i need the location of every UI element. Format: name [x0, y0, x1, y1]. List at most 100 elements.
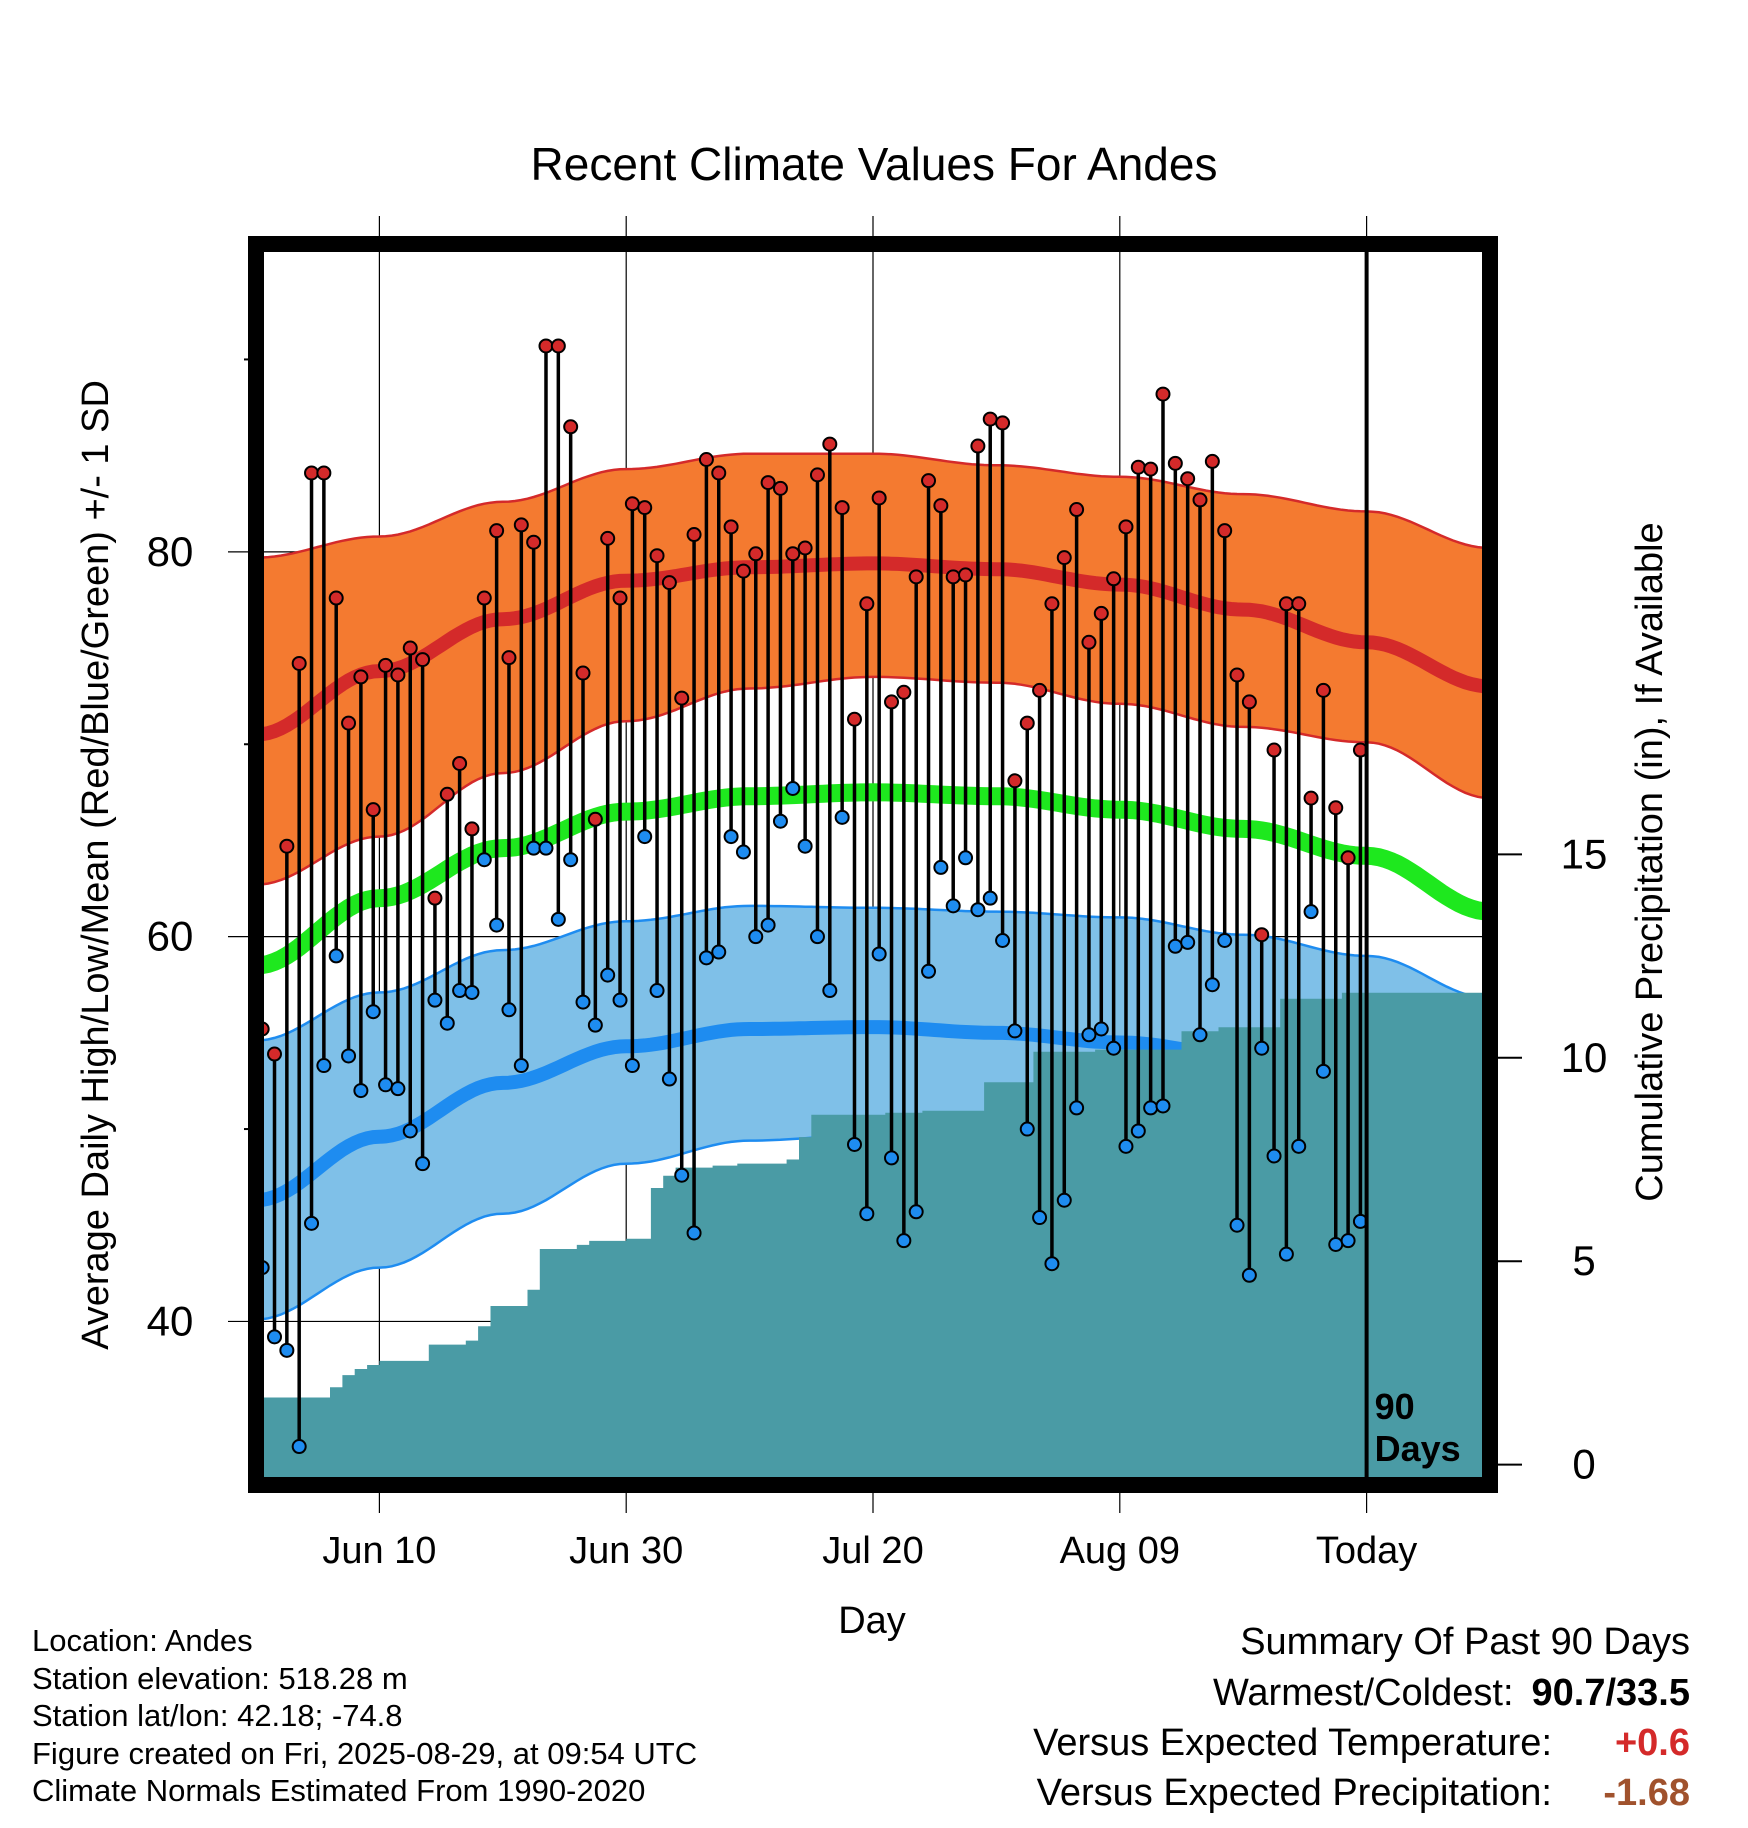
- low-point: [550, 911, 566, 927]
- high-point: [415, 652, 431, 668]
- low-point: [698, 950, 714, 966]
- low-point: [1081, 1027, 1097, 1043]
- high-point: [1032, 682, 1048, 698]
- low-point: [304, 1215, 320, 1231]
- warmest-coldest-value: 90.7/33.5: [1531, 1672, 1690, 1714]
- low-point: [1266, 1148, 1282, 1164]
- high-point: [575, 665, 591, 681]
- low-point: [1069, 1100, 1085, 1116]
- low-point: [402, 1123, 418, 1139]
- high-point: [1291, 596, 1307, 612]
- mean-normal-line: [255, 783, 1491, 975]
- precip-area: [256, 992, 1490, 1485]
- high-point: [748, 546, 764, 562]
- x-axis-title: Day: [838, 1600, 906, 1642]
- high-point: [1217, 523, 1233, 539]
- low-point: [365, 1004, 381, 1020]
- y2-tick-label-1: 5: [1572, 1237, 1595, 1284]
- high-point: [884, 694, 900, 710]
- created-text: Figure created on Fri, 2025-08-29, at 09…: [32, 1735, 698, 1771]
- high-point: [1118, 519, 1134, 535]
- low-point: [1019, 1121, 1035, 1137]
- low-point: [809, 929, 825, 945]
- high-point: [1167, 455, 1183, 471]
- high-point: [723, 519, 739, 535]
- low-point: [970, 902, 986, 918]
- low-point: [390, 1081, 406, 1097]
- high-point: [464, 821, 480, 837]
- high-point: [563, 419, 579, 435]
- high-point: [402, 640, 418, 656]
- low-point: [748, 929, 764, 945]
- high-point: [797, 540, 813, 556]
- x-tick-label-0: Jun 10: [322, 1530, 436, 1572]
- warmest-coldest-row: Warmest/Coldest: 90.7/33.5: [1033, 1668, 1690, 1718]
- low-point: [686, 1225, 702, 1241]
- high-point: [1315, 682, 1331, 698]
- high-point: [328, 590, 344, 606]
- warmest-coldest-label: Warmest/Coldest:: [1212, 1672, 1514, 1714]
- low-point: [378, 1077, 394, 1093]
- high-sd-lower-line: [255, 675, 1491, 886]
- today-label-line-1: 90: [1375, 1386, 1415, 1427]
- high-point: [1180, 471, 1196, 487]
- high-point: [822, 436, 838, 452]
- high-normal-line: [255, 556, 1491, 742]
- low-point: [1130, 1123, 1146, 1139]
- elevation-text: Station elevation: 518.28 m: [32, 1660, 408, 1696]
- high-point: [612, 590, 628, 606]
- high-point: [1303, 790, 1319, 806]
- low-point: [1217, 932, 1233, 948]
- low-point: [415, 1156, 431, 1172]
- low-point: [1303, 904, 1319, 920]
- low-point: [921, 963, 937, 979]
- low-point: [612, 992, 628, 1008]
- high-point: [982, 411, 998, 427]
- low-point: [674, 1167, 690, 1183]
- high-point: [958, 567, 974, 583]
- high-point: [945, 569, 961, 585]
- high-point: [1278, 596, 1294, 612]
- low-point: [464, 984, 480, 1000]
- high-point: [674, 690, 690, 706]
- y-tick-label-0: 40: [147, 1297, 194, 1344]
- high-point: [1328, 800, 1344, 816]
- high-point: [1155, 386, 1171, 402]
- low-point: [1007, 1023, 1023, 1039]
- low-point: [1118, 1138, 1134, 1154]
- high-point: [1143, 461, 1159, 477]
- high-point: [427, 890, 443, 906]
- high-point: [1130, 459, 1146, 475]
- high-point: [834, 500, 850, 516]
- high-point: [526, 534, 542, 550]
- today-label-line-2: Days: [1375, 1428, 1461, 1469]
- low-point: [1143, 1100, 1159, 1116]
- y-tick-label-2: 80: [147, 528, 194, 575]
- low-point: [501, 1002, 517, 1018]
- low-point: [760, 917, 776, 933]
- high-point: [772, 480, 788, 496]
- high-point: [501, 650, 517, 666]
- plot-border: [248, 236, 1498, 1493]
- precip-anomaly-row: Versus Expected Precipitation: -1.68: [1033, 1768, 1690, 1818]
- low-point: [871, 946, 887, 962]
- precip-anomaly-value: -1.68: [1603, 1772, 1690, 1814]
- high-point: [1069, 502, 1085, 518]
- high-point: [686, 527, 702, 543]
- high-sd-band: [256, 453, 1490, 885]
- axes: Jun 10 Jun 30 Jul 20 Aug 09 Today 40 60 80 0 5 10 1…: [147, 358, 1608, 1572]
- low-point: [489, 917, 505, 933]
- high-point: [1019, 715, 1035, 731]
- y2-tick-label-0: 0: [1572, 1441, 1595, 1488]
- low-point: [822, 983, 838, 999]
- high-point: [1254, 927, 1270, 943]
- low-point: [834, 809, 850, 825]
- high-point: [1106, 571, 1122, 587]
- low-point: [1254, 1040, 1270, 1056]
- high-point: [1204, 453, 1220, 469]
- y2-tick-label-3: 15: [1561, 830, 1608, 877]
- high-point: [1093, 605, 1109, 621]
- high-point: [439, 786, 455, 802]
- low-point: [353, 1083, 369, 1099]
